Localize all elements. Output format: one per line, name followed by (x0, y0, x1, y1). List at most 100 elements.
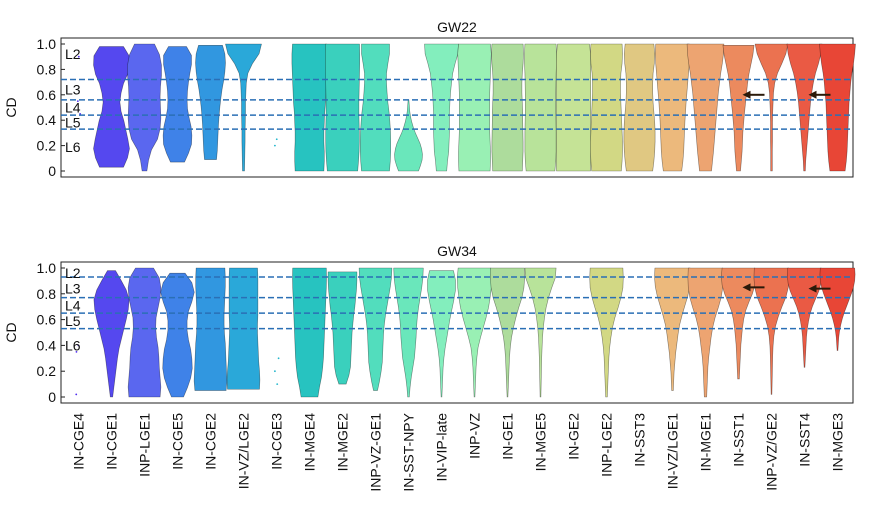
violin-in-mge5 (524, 43, 557, 172)
y-tick-label: 0.4 (37, 337, 57, 353)
x-tick-label: INP-VZ (467, 413, 483, 459)
x-tick-label: IN-SST-NPY (401, 412, 417, 491)
arrow-head (808, 284, 817, 293)
x-tick-label: IN-GE2 (566, 413, 582, 460)
violin-in-cge5 (160, 272, 195, 398)
layer-label: L4 (65, 297, 81, 313)
y-axis-label: CD (3, 322, 19, 342)
x-tick-label: IN-MGE4 (302, 413, 318, 472)
outlier-point (275, 138, 278, 141)
violin-in-ge1 (490, 267, 525, 398)
violin-in-vip-late (424, 43, 459, 172)
violin-in-sst-npy (393, 267, 424, 398)
layer-label: L2 (65, 46, 81, 62)
arrow-head (742, 283, 751, 292)
layer-label: L5 (65, 115, 81, 131)
layer-label: L5 (65, 313, 81, 329)
violin-inp-vz-ge1 (360, 43, 391, 172)
violin-in-mge3 (819, 267, 856, 351)
layer-label: L6 (65, 139, 81, 155)
y-tick-label: 0.2 (37, 363, 57, 379)
violin-in-vz-lge1 (655, 43, 690, 172)
layer-label: L4 (65, 100, 81, 116)
y-tick-label: 0.6 (37, 312, 57, 328)
x-tick-label: IN-SST4 (797, 413, 813, 467)
violin-in-sst1 (721, 267, 756, 380)
x-tick-label: IN-SST3 (632, 413, 648, 467)
y-tick-label: 1.0 (37, 36, 57, 52)
x-tick-label: IN-VZ/LGE1 (665, 413, 681, 489)
violin-in-sst-npy (394, 99, 423, 172)
violin-in-mge4 (292, 267, 327, 398)
x-tick-label: IN-GE1 (500, 413, 516, 460)
x-tick-label: IN-VZ/LGE2 (236, 413, 252, 489)
x-tick-label: IN-CGE2 (203, 413, 219, 470)
y-tick-label: 0.8 (37, 286, 57, 302)
violin-inp-vz (457, 43, 492, 172)
violin-in-cge1 (93, 46, 130, 168)
x-tick-label: IN-CGE3 (269, 413, 285, 470)
violin-in-mge1 (686, 43, 725, 172)
arrow-head (808, 90, 817, 99)
violin-in-ge1 (491, 43, 524, 172)
layer-label: L3 (65, 281, 81, 297)
violin-in-vip-late (427, 270, 456, 398)
x-tick-label: IN-MGE3 (830, 413, 846, 472)
outlier-point (75, 350, 78, 353)
x-tick-label: INP-LGE2 (599, 413, 615, 477)
violin-in-cge5 (162, 46, 193, 163)
panel-title: GW34 (437, 243, 477, 259)
x-tick-label: IN-SST1 (731, 413, 747, 467)
x-tick-label: IN-MGE5 (533, 413, 549, 472)
y-tick-label: 0.4 (37, 112, 57, 128)
violin-in-mge2 (325, 43, 360, 172)
outlier-point (277, 357, 280, 360)
x-tick-label: INP-VZ-GE1 (368, 413, 384, 492)
violin-in-sst3 (623, 43, 656, 172)
violin-inp-lge1 (127, 267, 162, 398)
outlier-point (274, 144, 276, 147)
outlier-point (77, 344, 80, 347)
outlier-point (76, 100, 79, 103)
arrow-head (742, 90, 751, 99)
violin-in-sst4 (787, 267, 822, 368)
layer-label: L6 (65, 337, 81, 353)
outlier-point (274, 370, 276, 373)
y-axis-label: CD (3, 97, 19, 117)
x-tick-label: IN-CGE5 (170, 413, 186, 470)
violin-in-vz-lge1 (654, 267, 691, 391)
x-tick-label: INP-LGE1 (137, 413, 153, 477)
layer-label: L3 (65, 82, 81, 98)
x-tick-label: IN-VIP-late (434, 413, 450, 482)
violin-in-mge5 (524, 267, 557, 398)
y-tick-label: 0 (48, 389, 56, 405)
violin-inp-vz-ge1 (358, 267, 393, 391)
violin-inp-lge1 (127, 43, 162, 172)
violin-inp-lge2 (589, 267, 624, 398)
violin-in-ge2 (556, 43, 591, 172)
plot-frame (60, 261, 854, 404)
outlier-point (276, 383, 279, 385)
violin-in-mge4 (291, 43, 328, 172)
y-tick-label: 0.2 (37, 138, 57, 154)
x-axis-labels: IN-CGE4 IN-CGE1 INP-LGE1 IN-CGE5 IN-CGE2 IN-V… (71, 412, 846, 491)
violin-in-cge2 (195, 44, 226, 160)
violin-in-vz-lge2 (225, 43, 262, 172)
outlier-point (79, 112, 82, 115)
y-tick-label: 0.6 (37, 87, 57, 103)
layer-label: L2 (65, 265, 81, 281)
violin-inp-lge2 (590, 43, 623, 172)
y-tick-label: 0 (48, 163, 56, 179)
violin-in-mge3 (819, 43, 856, 172)
violin-in-sst4 (786, 43, 823, 172)
violin-inp-vz-ge2 (754, 43, 789, 172)
outlier-point (75, 393, 78, 396)
x-tick-label: IN-CGE1 (104, 413, 120, 470)
x-tick-label: IN-MGE1 (698, 413, 714, 472)
x-tick-label: INP-VZ/GE2 (764, 413, 780, 491)
violin-in-cge1 (93, 270, 130, 398)
violin-in-mge1 (687, 267, 724, 398)
x-tick-label: IN-MGE2 (335, 413, 351, 472)
